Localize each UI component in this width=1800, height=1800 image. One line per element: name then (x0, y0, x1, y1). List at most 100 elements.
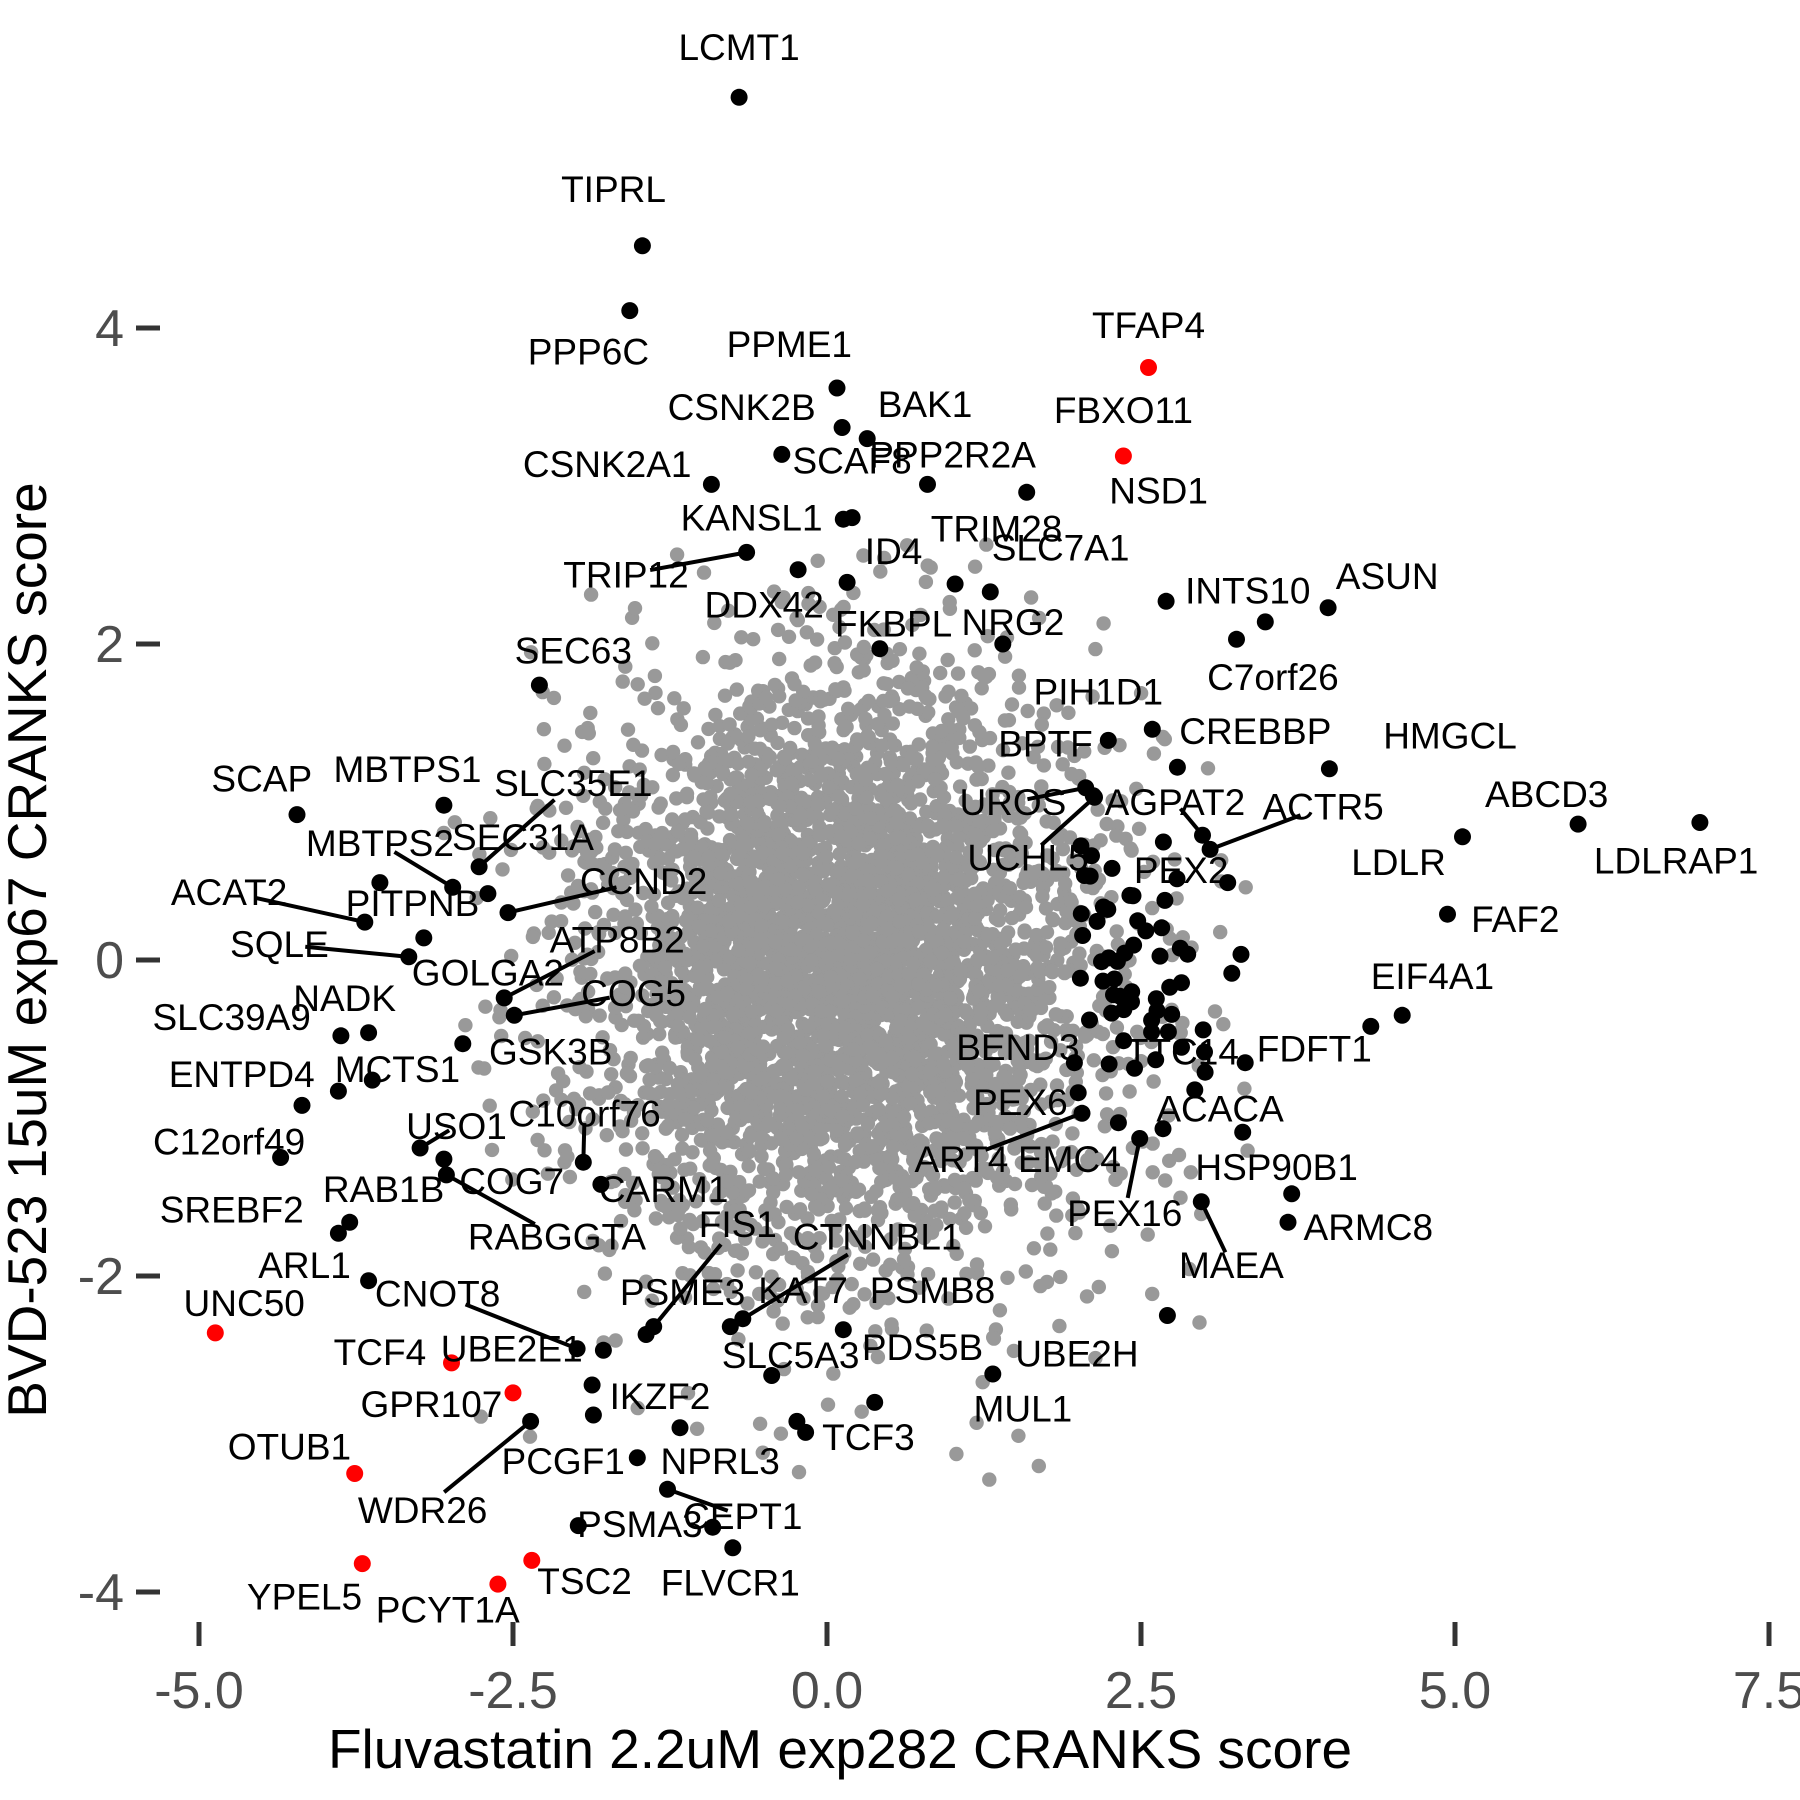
gene-point (1219, 874, 1237, 892)
gray-point (1007, 1176, 1023, 1192)
gray-point (746, 632, 761, 647)
gray-point (742, 1143, 757, 1158)
gray-point (1091, 1279, 1107, 1295)
gray-point (598, 801, 613, 816)
gene-label: ID4 (865, 531, 923, 572)
gray-point (995, 743, 1011, 758)
gray-point (808, 1163, 823, 1178)
gray-point (630, 1098, 646, 1113)
gene-point (671, 1419, 689, 1437)
gray-point (783, 740, 798, 756)
gene-point (1234, 1123, 1252, 1141)
gray-point (1033, 1145, 1049, 1161)
black-point (1196, 1063, 1214, 1081)
gray-point (1056, 865, 1071, 881)
gray-point (984, 794, 999, 809)
gene-label: PIH1D1 (1034, 671, 1164, 712)
black-point (1147, 990, 1165, 1008)
gene-label: NADK (293, 978, 396, 1019)
gene-label: ATP8B2 (550, 920, 685, 961)
gene-point (272, 1149, 290, 1166)
gene-point (437, 1166, 455, 1184)
gray-point (869, 1295, 884, 1310)
gene-point (444, 878, 462, 896)
gray-point (896, 1127, 911, 1143)
gray-point (630, 677, 645, 692)
gray-point (935, 922, 950, 937)
gray-point (864, 988, 880, 1003)
gray-point (714, 1214, 730, 1229)
gene-label: TFAP4 (1092, 305, 1205, 346)
gray-point (615, 886, 630, 901)
gray-point (765, 1171, 781, 1186)
gray-point (846, 1297, 861, 1312)
gene-point (1319, 599, 1337, 617)
gray-point (604, 1067, 619, 1082)
gray-point (717, 1030, 732, 1045)
black-point (584, 1406, 602, 1424)
gray-point (600, 971, 615, 986)
gray-point (695, 649, 711, 665)
gray-point (858, 772, 874, 787)
gray-point (1207, 1004, 1223, 1019)
gray-point (762, 749, 778, 765)
gray-point (913, 607, 928, 623)
gray-point (641, 1058, 656, 1073)
gray-point (863, 945, 878, 960)
gray-point (1133, 686, 1149, 701)
gray-point (860, 1027, 875, 1043)
gray-point (654, 974, 669, 990)
gene-label: CARM1 (599, 1169, 729, 1210)
gray-point (741, 1158, 756, 1174)
gray-point (628, 902, 643, 917)
gray-point (473, 1409, 488, 1424)
gray-point (1006, 1343, 1022, 1359)
gray-point (945, 907, 960, 922)
gray-point (869, 961, 885, 977)
gray-point (954, 1025, 969, 1041)
gray-point (1066, 853, 1081, 868)
gene-label: KANSL1 (681, 498, 823, 539)
gray-point (692, 919, 707, 935)
gray-point (915, 1135, 930, 1151)
gray-point (682, 1010, 697, 1025)
gray-point (813, 827, 828, 843)
gray-point (1039, 925, 1055, 940)
gray-point (810, 904, 825, 920)
gray-point (999, 963, 1015, 978)
gray-point (897, 1241, 913, 1257)
gene-point (773, 445, 791, 463)
gray-point (865, 1252, 881, 1267)
gray-point (773, 1426, 789, 1441)
gene-label: IKZF2 (610, 1376, 711, 1417)
gene-point (360, 1272, 378, 1290)
black-point (363, 1071, 381, 1089)
y-axis-title: BVD-523 15uM exp67 CRANKS score (0, 482, 58, 1417)
gray-point (800, 1231, 815, 1246)
gray-point (686, 1100, 702, 1116)
gray-point (701, 721, 716, 737)
gene-point (1099, 731, 1117, 749)
gray-point (967, 911, 983, 926)
gray-point (1011, 795, 1026, 810)
black-point (1196, 1043, 1213, 1061)
gray-point (1055, 842, 1071, 857)
gray-point (823, 935, 839, 950)
black-point (704, 1518, 722, 1536)
gray-point (900, 681, 916, 696)
gray-point (436, 825, 451, 841)
gray-point (1023, 1082, 1038, 1098)
gray-point (837, 635, 853, 650)
gray-point (843, 952, 858, 967)
gray-point (956, 934, 972, 949)
gray-point (965, 1088, 980, 1103)
gray-point (952, 779, 968, 794)
gene-point (1228, 630, 1245, 648)
gray-point (766, 1063, 782, 1079)
gray-point (1040, 1018, 1055, 1033)
gray-point (1002, 881, 1018, 896)
gray-point (969, 772, 984, 787)
gray-point (1003, 1197, 1018, 1212)
gene-point (721, 1318, 739, 1336)
gray-point (688, 1052, 703, 1067)
